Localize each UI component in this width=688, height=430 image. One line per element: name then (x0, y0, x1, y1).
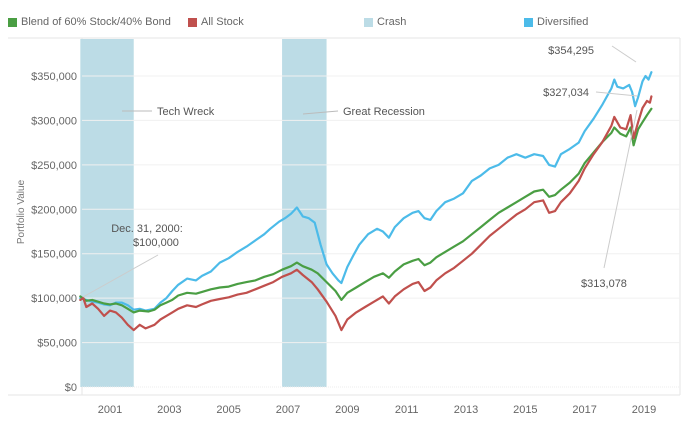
great-recession-leader-line (302, 110, 339, 115)
series-line-diversified (79, 71, 653, 312)
annotation-leader-allstock-end (595, 91, 638, 97)
x-tick-label: 2017 (572, 404, 596, 416)
x-tick-label: 2009 (335, 404, 359, 416)
y-axis-title: Portfolio Value (16, 179, 27, 244)
x-tick-label: 2019 (632, 404, 656, 416)
legend-swatch-diversified (524, 17, 533, 27)
legend-item-diversified[interactable]: Diversified (524, 16, 588, 28)
x-tick-label: 2005 (216, 404, 240, 416)
annotation-leader-start (82, 254, 159, 298)
y-tick-label: $50,000 (37, 338, 77, 350)
annotation-label-start: $100,000 (133, 237, 179, 249)
tech-wreck-label: Tech Wreck (157, 106, 215, 118)
x-tick-label: 2013 (454, 404, 478, 416)
legend-item-blend[interactable]: Blend of 60% Stock/40% Bond (8, 16, 171, 28)
legend-item-all-stock[interactable]: All Stock (188, 16, 244, 28)
series-line-blend-of-60-stock-40-bond (79, 107, 653, 314)
legend-swatch-crash (364, 17, 373, 27)
crash-band-tech-wreck (80, 39, 134, 387)
x-tick-label: 2007 (276, 404, 300, 416)
great-recession-label: Great Recession (343, 106, 425, 118)
legend-swatch-all-stock (188, 17, 197, 27)
x-tick-label: 2001 (98, 404, 122, 416)
annotation-label-start: Dec. 31, 2000: (111, 223, 183, 235)
legend-item-crash[interactable]: Crash (364, 16, 406, 28)
x-tick-label: 2015 (513, 404, 537, 416)
legend-swatch-blend (8, 17, 17, 27)
y-tick-label: $250,000 (31, 160, 77, 172)
crash-band-great-recession (282, 39, 327, 387)
annotation-label-allstock-end: $327,034 (543, 87, 589, 99)
y-tick-label: $150,000 (31, 249, 77, 261)
x-tick-label: 2003 (157, 404, 181, 416)
y-tick-label: $300,000 (31, 115, 77, 127)
y-tick-label: $350,000 (31, 71, 77, 83)
legend-label-all-stock: All Stock (201, 16, 244, 28)
x-tick-label: 2011 (395, 404, 419, 416)
annotation-label-diversified-end: $354,295 (548, 45, 594, 57)
series-line-all-stock (79, 95, 653, 332)
annotation-leader-blend-end (603, 109, 638, 269)
chart-legend: Blend of 60% Stock/40% Bond All Stock Cr… (8, 16, 688, 32)
legend-label-diversified: Diversified (537, 16, 589, 28)
y-tick-label: $100,000 (31, 293, 77, 305)
legend-label-blend: Blend of 60% Stock/40% Bond (21, 16, 171, 28)
y-tick-label: $0 (65, 382, 77, 394)
y-tick-label: $200,000 (31, 204, 77, 216)
annotation-leader-diversified-end (611, 45, 637, 63)
legend-label-crash: Crash (377, 16, 407, 28)
annotation-label-blend-end: $313,078 (581, 278, 627, 290)
